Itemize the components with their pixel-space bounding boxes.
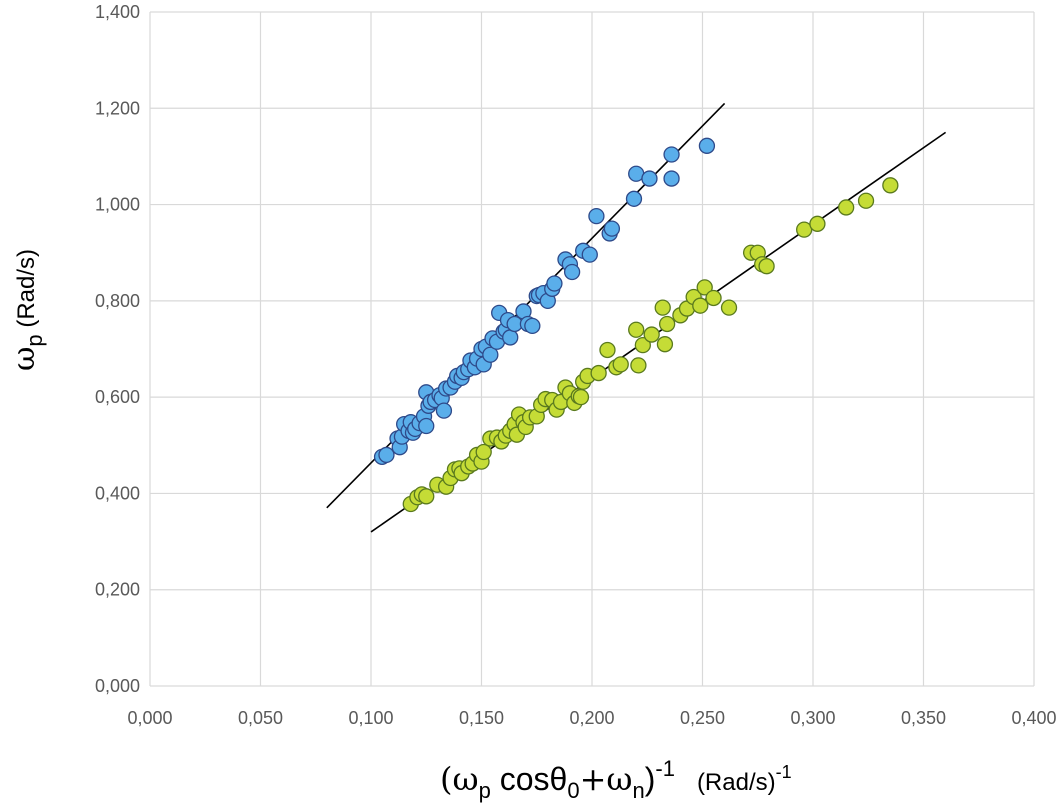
data-point (663, 170, 680, 187)
data-point (546, 275, 563, 292)
x-tick-label: 0,200 (569, 708, 614, 728)
data-point (654, 299, 671, 316)
x-tick-label: 0,000 (127, 708, 172, 728)
data-point (838, 199, 855, 216)
y-tick-label: 1,200 (95, 98, 140, 118)
x-tick-label: 0,250 (680, 708, 725, 728)
x-axis-sub-n: n (632, 778, 644, 803)
data-point (482, 346, 499, 363)
x-axis-sup: -1 (655, 756, 675, 781)
data-point (705, 289, 722, 307)
data-point (563, 263, 581, 281)
data-point (418, 417, 435, 435)
data-point (630, 357, 647, 374)
series-2 (402, 177, 899, 513)
data-point (599, 341, 616, 359)
x-axis-unit-sup: -1 (776, 762, 792, 782)
y-tick-label: 0,600 (95, 387, 140, 407)
data-point (572, 388, 590, 406)
x-axis-close: ) (645, 761, 656, 797)
data-point (612, 356, 629, 373)
data-point (656, 336, 674, 353)
y-axis-subscript: p (22, 334, 47, 346)
y-tick-label: 0,400 (95, 483, 140, 503)
data-point (796, 221, 813, 238)
data-point (641, 170, 658, 187)
x-axis-cos: cosθ (491, 761, 567, 797)
data-point (625, 190, 643, 207)
data-point (475, 443, 492, 461)
data-point (663, 146, 680, 163)
x-tick-label: 0,400 (1011, 708, 1056, 728)
x-tick-label: 0,150 (459, 708, 504, 728)
data-point (658, 315, 676, 333)
series-1 (373, 137, 716, 465)
data-point (502, 329, 519, 346)
y-tick-label: 1,400 (95, 2, 140, 22)
data-point (590, 364, 607, 382)
x-tick-labels: 0,000 0,050 0,100 0,150 0,200 0,250 0,300 0,350… (127, 708, 1056, 728)
grid-lines (149, 11, 1035, 687)
x-tick-label: 0,050 (238, 708, 283, 728)
x-axis-title: (ωp cosθ0+ωn)-1(Rad/s)-1 (440, 756, 792, 803)
data-point (628, 321, 645, 338)
data-point (418, 488, 435, 505)
y-axis-symbol: ω (7, 347, 42, 371)
y-axis-unit: (Rad/s) (13, 249, 40, 334)
y-tick-label: 0,200 (95, 580, 140, 600)
data-point (809, 215, 826, 232)
y-tick-label: 0,800 (95, 291, 140, 311)
x-axis-sub-0: 0 (567, 778, 579, 803)
x-tick-label: 0,100 (348, 708, 393, 728)
data-point (720, 299, 738, 316)
data-point (696, 279, 713, 296)
x-tick-label: 0,350 (901, 708, 946, 728)
y-tick-label: 0,000 (95, 676, 140, 696)
x-axis-open: (ω (440, 760, 479, 798)
data-point (634, 336, 651, 354)
data-point (698, 137, 716, 154)
y-axis-title: ωp (Rad/s) (7, 249, 47, 371)
x-axis-plus: +ω (580, 760, 633, 798)
data-point (857, 192, 875, 209)
y-tick-label: 1,000 (95, 195, 140, 215)
x-tick-label: 0,300 (790, 708, 835, 728)
data-point (882, 177, 899, 194)
data-point (692, 297, 709, 314)
data-point (378, 446, 395, 464)
data-point (758, 258, 775, 275)
data-point (588, 207, 605, 225)
y-tick-labels: 0,000 0,200 0,400 0,600 0,800 1,000 1,200 1,400 (95, 2, 140, 696)
data-point (581, 246, 598, 263)
data-points (373, 137, 899, 513)
data-point (435, 402, 453, 419)
x-axis-unit: (Rad/s) (697, 769, 776, 796)
data-point (603, 220, 621, 237)
data-point (524, 317, 541, 335)
data-point (643, 326, 660, 343)
x-axis-sub-p: p (479, 778, 491, 803)
